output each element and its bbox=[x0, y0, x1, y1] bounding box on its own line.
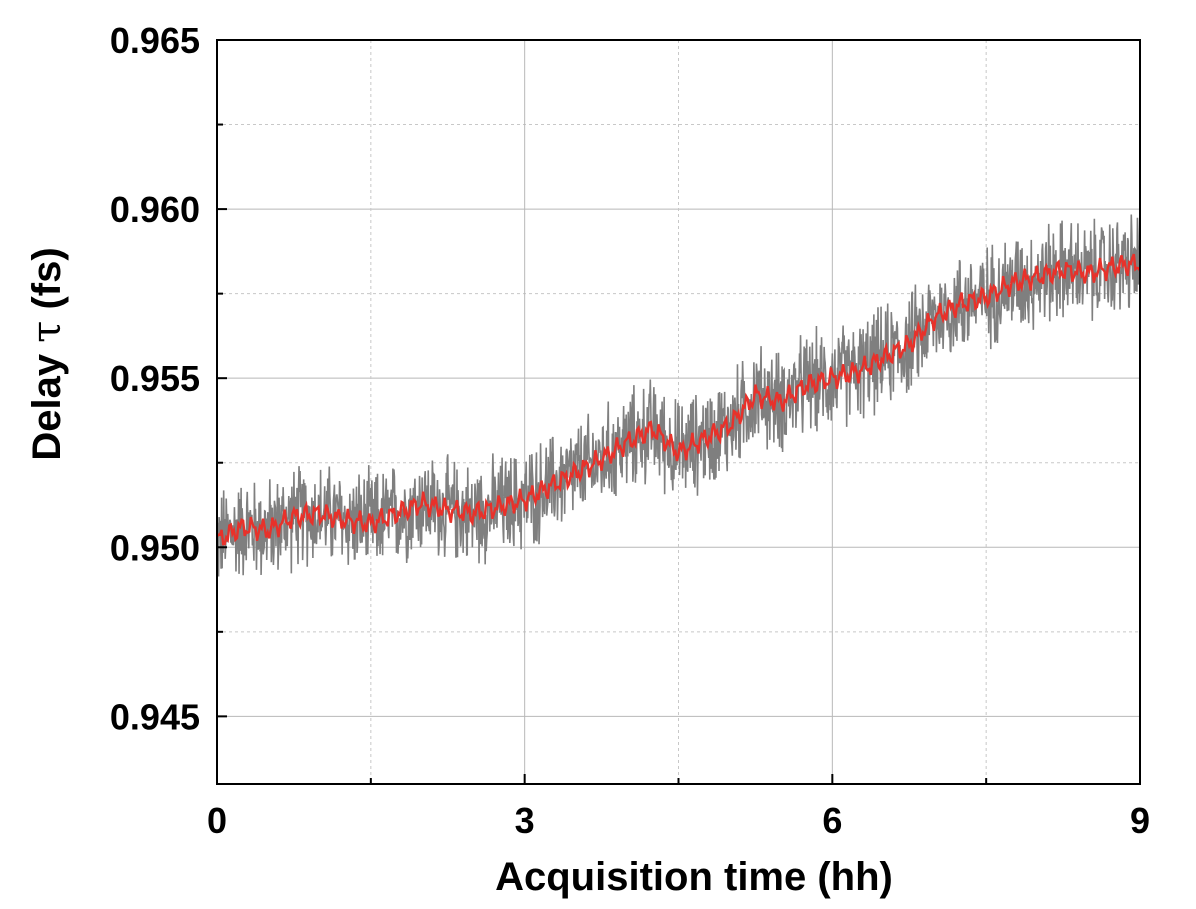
x-tick-labels: 0 3 6 9 bbox=[207, 800, 1150, 841]
x-tick-label: 0 bbox=[207, 800, 227, 841]
y-axis-title-unit: (fs) bbox=[25, 247, 69, 320]
y-tick-label: 0.965 bbox=[110, 20, 200, 61]
y-tick-label: 0.955 bbox=[110, 358, 200, 399]
y-tick-label: 0.950 bbox=[110, 527, 200, 568]
tau-symbol: τ bbox=[24, 321, 70, 343]
axis-ticks bbox=[216, 39, 1141, 784]
plot-series bbox=[217, 214, 1140, 577]
y-tick-label: 0.945 bbox=[110, 696, 200, 737]
y-axis-title-main: Delay bbox=[25, 343, 69, 461]
y-tick-label: 0.960 bbox=[110, 189, 200, 230]
smoothed-series-line bbox=[217, 253, 1140, 546]
x-axis-title: Acquisition time (hh) bbox=[495, 855, 893, 899]
y-axis-title: Delay τ (fs) bbox=[24, 247, 70, 460]
x-tick-label: 9 bbox=[1130, 800, 1150, 841]
y-tick-labels: 0.945 0.950 0.955 0.960 0.965 bbox=[110, 20, 200, 737]
x-tick-label: 3 bbox=[515, 800, 535, 841]
x-tick-label: 6 bbox=[822, 800, 842, 841]
